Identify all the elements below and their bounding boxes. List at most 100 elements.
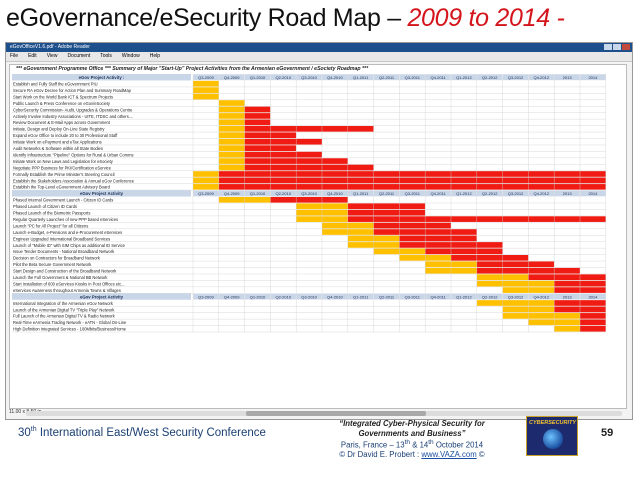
- activity-label: Real-Time eArmenia Trading Network - eAT…: [13, 320, 127, 325]
- activity-label: CyberSecurity Commission- Audit, Upgrade…: [13, 107, 133, 112]
- column-header-q4-2009: Q4-2009: [224, 294, 240, 299]
- column-header-q3-2010: Q3-2010: [301, 75, 317, 80]
- menu-tools[interactable]: Tools: [100, 53, 112, 59]
- active-phase-bar: [580, 313, 606, 319]
- activity-label: Launch e-Budget, e-Pensions and e-Procur…: [13, 230, 122, 235]
- planning-phase-bar: [218, 132, 245, 139]
- window-controls: [604, 44, 630, 50]
- activity-label: Start Work on the World Bank ICT & Spect…: [13, 94, 113, 99]
- menu-document[interactable]: Document: [67, 53, 91, 59]
- active-phase-bar: [244, 106, 271, 113]
- active-phase-bar: [244, 119, 271, 126]
- activity-label: Launch the Full Government & National BB…: [13, 275, 108, 280]
- column-header-q1-2011: Q1-2011: [353, 191, 369, 196]
- column-header-q4-2009: Q4-2009: [224, 191, 240, 196]
- menu-edit[interactable]: Edit: [28, 53, 37, 59]
- active-phase-bar: [347, 209, 426, 216]
- planning-phase-bar: [218, 164, 245, 171]
- window-title: eGovOfficeV1.6.pdf - Adobe Reader: [10, 44, 90, 50]
- activity-label: International Integration of the Armenia…: [13, 301, 114, 306]
- menu-window[interactable]: Window: [121, 53, 140, 59]
- planning-phase-bar: [218, 100, 245, 106]
- active-phase-bar: [244, 164, 374, 171]
- planning-phase-bar: [218, 113, 245, 119]
- planning-phase-bar: [554, 325, 580, 332]
- menu-help[interactable]: Help: [149, 53, 161, 59]
- column-header-q3-2009: Q3-2009: [198, 191, 214, 196]
- column-header-2014: 2014: [588, 191, 598, 196]
- column-header-q1-2012: Q1-2012: [456, 294, 472, 299]
- column-header-q3-2011: Q3-2011: [405, 191, 421, 196]
- section-header-cell: [12, 293, 191, 300]
- activity-label: Negotiate PPP Business for PKI/Certifica…: [13, 165, 112, 170]
- active-phase-bar: [425, 248, 503, 255]
- planning-phase-bar: [476, 280, 555, 287]
- activity-label: High Definition Integrated Services - 10…: [13, 327, 127, 332]
- activity-label: Audit Networks & Software within all Sta…: [13, 146, 103, 151]
- active-phase-bar: [347, 203, 426, 210]
- column-header-2013: 2013: [563, 191, 573, 196]
- column-header-q4-2010: Q4-2010: [327, 75, 343, 80]
- conference-info: “Integrated Cyber-Physical Security for …: [300, 419, 524, 460]
- planning-phase-bar: [502, 313, 580, 319]
- column-header-q4-2011: Q4-2011: [430, 294, 446, 299]
- column-header-q3-2012: Q3-2012: [508, 75, 524, 80]
- activity-label: Engineer Upgraded International Broadban…: [13, 236, 110, 241]
- column-header-2014: 2014: [588, 294, 598, 299]
- column-header-q4-2010: Q4-2010: [327, 191, 343, 196]
- planning-phase-bar: [193, 184, 219, 190]
- active-phase-bar: [244, 138, 322, 145]
- menu-bar: File Edit View Document Tools Window Hel…: [6, 52, 632, 62]
- column-header-q4-2012: Q4-2012: [534, 294, 550, 299]
- activity-label: Initiate Work on New Laws and Legislatio…: [13, 159, 114, 164]
- author-credit: © Dr David E. Probert : www.VAZA.com ©: [339, 450, 485, 460]
- planning-phase-bar: [218, 151, 245, 158]
- column-header-q2-2011: Q2-2011: [379, 191, 395, 196]
- activity-label: Start Design and Construction of the Bro…: [13, 269, 117, 274]
- active-phase-bar: [580, 319, 606, 326]
- activity-label: Review Document & E-Mail Apps across Gov…: [13, 120, 111, 125]
- column-header-q1-2011: Q1-2011: [353, 294, 369, 299]
- column-header-q4-2012: Q4-2012: [534, 191, 550, 196]
- conference-place-date: Paris, France – 13th & 14th October 2014: [340, 439, 484, 450]
- active-phase-bar: [476, 261, 555, 268]
- pdf-viewer-window: eGovOfficeV1.6.pdf - Adobe Reader File E…: [5, 42, 633, 420]
- column-header-q2-2012: Q2-2012: [482, 294, 498, 299]
- column-header-q4-2012: Q4-2012: [534, 75, 550, 80]
- conference-name: 30th International East/West Security Co…: [18, 426, 266, 439]
- column-header-q4-2011: Q4-2011: [430, 75, 446, 80]
- vaza-link[interactable]: www.VAZA.com: [421, 450, 477, 460]
- column-header-q2-2011: Q2-2011: [379, 75, 395, 80]
- column-header-q2-2011: Q2-2011: [379, 294, 395, 299]
- menu-file[interactable]: File: [10, 53, 19, 59]
- activity-label: Launch of the Armenian Digital TV "Tripl…: [13, 307, 115, 312]
- activity-label: Formally Establish the Prime Minister's …: [13, 172, 115, 177]
- activity-label: Phased Launch of the Biometric Passports: [13, 211, 90, 216]
- maximize-icon[interactable]: [613, 44, 621, 50]
- activity-label: Phased Launch of Citizen ID Cards: [13, 204, 77, 209]
- horizontal-scrollbar[interactable]: [26, 411, 622, 416]
- close-icon[interactable]: [622, 44, 630, 50]
- column-header-q3-2011: Q3-2011: [405, 75, 421, 80]
- minimize-icon[interactable]: [604, 44, 612, 50]
- activity-label: Public Launch & Press Conference on eGov…: [13, 101, 111, 106]
- scrollbar-thumb[interactable]: [246, 411, 426, 416]
- column-header-q3-2012: Q3-2012: [508, 294, 524, 299]
- active-phase-bar: [399, 235, 477, 242]
- column-header-q3-2009: Q3-2009: [198, 75, 214, 80]
- planning-phase-bar: [193, 177, 219, 184]
- activity-label: Launch "PC for All Project" for all Citi…: [13, 223, 88, 228]
- activity-label: Phased Internal Government Launch - Citi…: [13, 198, 113, 203]
- active-phase-bar: [270, 196, 348, 203]
- menu-view[interactable]: View: [46, 53, 58, 59]
- activity-label: Issue Tender Documents - National Broadb…: [13, 249, 115, 254]
- activity-label: Launch of "Mobile ID" with SIM Chips as …: [13, 243, 126, 248]
- active-phase-bar: [451, 255, 529, 261]
- window-titlebar: eGovOfficeV1.6.pdf - Adobe Reader: [6, 43, 632, 52]
- planning-phase-bar: [218, 138, 245, 145]
- cybersecurity-logo: CYBERSECURITY: [526, 416, 578, 456]
- planning-phase-bar: [218, 126, 245, 132]
- planning-phase-bar: [218, 106, 245, 113]
- activity-label: Expand eGov Office to include 20 to 30 P…: [13, 133, 118, 138]
- column-header-q4-2010: Q4-2010: [327, 294, 343, 299]
